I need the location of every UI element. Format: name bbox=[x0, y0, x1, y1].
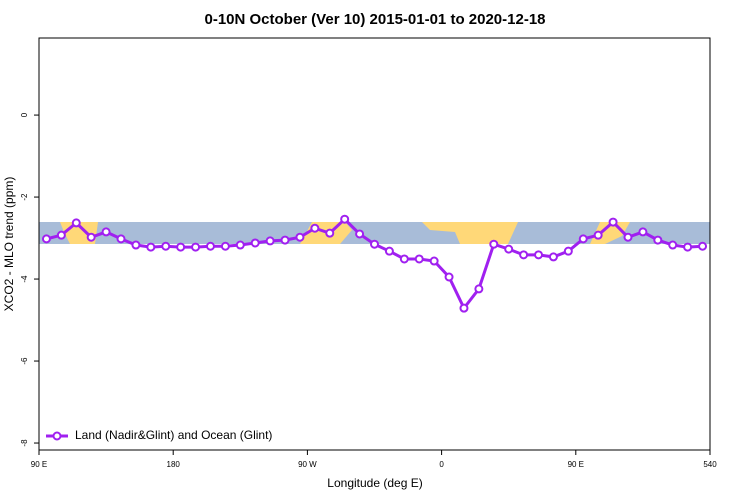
legend-marker bbox=[52, 431, 62, 441]
point bbox=[444, 272, 454, 282]
ocean bbox=[39, 222, 710, 244]
point bbox=[355, 229, 365, 239]
point bbox=[384, 246, 394, 256]
point bbox=[176, 242, 186, 252]
point bbox=[623, 232, 633, 242]
point bbox=[593, 230, 603, 240]
point bbox=[608, 217, 618, 227]
y-tick-label: -6 bbox=[20, 357, 29, 365]
x-tick-label: 90 E bbox=[568, 460, 584, 469]
point bbox=[116, 234, 126, 244]
x-tick-label: 90 W bbox=[298, 460, 317, 469]
point bbox=[683, 242, 693, 252]
point bbox=[131, 240, 141, 250]
point bbox=[71, 218, 81, 228]
point bbox=[41, 234, 51, 244]
point bbox=[235, 240, 245, 250]
x-axis-label: Longitude (deg E) bbox=[327, 476, 422, 490]
point bbox=[280, 235, 290, 245]
point bbox=[220, 241, 230, 251]
point bbox=[519, 250, 529, 260]
point bbox=[101, 227, 111, 237]
legend-label: Land (Nadir&Glint) and Ocean (Glint) bbox=[75, 428, 272, 442]
point bbox=[563, 246, 573, 256]
y-tick-label: 0 bbox=[20, 112, 29, 117]
point bbox=[698, 241, 708, 251]
point bbox=[414, 254, 424, 264]
point bbox=[340, 214, 350, 224]
point bbox=[205, 241, 215, 251]
point bbox=[668, 240, 678, 250]
point bbox=[86, 232, 96, 242]
point bbox=[56, 230, 66, 240]
map-strip bbox=[39, 222, 710, 244]
x-tick-label: 540 bbox=[703, 460, 717, 469]
point bbox=[489, 239, 499, 249]
point bbox=[504, 244, 514, 254]
x-tick-label: 0 bbox=[439, 460, 444, 469]
point bbox=[429, 256, 439, 266]
plot-frame bbox=[38, 37, 711, 451]
y-tick-label: -8 bbox=[20, 439, 29, 447]
point bbox=[161, 241, 171, 251]
x-tick-label: 90 E bbox=[31, 460, 47, 469]
point bbox=[295, 232, 305, 242]
land bbox=[422, 222, 518, 244]
point bbox=[459, 303, 469, 313]
point bbox=[250, 238, 260, 248]
point bbox=[310, 223, 320, 233]
point bbox=[653, 235, 663, 245]
point bbox=[578, 234, 588, 244]
y-tick-label: -2 bbox=[20, 193, 29, 201]
point bbox=[399, 254, 409, 264]
point bbox=[325, 228, 335, 238]
y-axis-label: XCO2 - MLO trend (ppm) bbox=[2, 177, 16, 312]
point bbox=[370, 239, 379, 249]
point bbox=[146, 242, 156, 252]
chart-title: 0-10N October (Ver 10) 2015-01-01 to 202… bbox=[204, 11, 545, 28]
point bbox=[265, 236, 275, 246]
point bbox=[534, 250, 544, 260]
y-tick-label: -4 bbox=[20, 275, 29, 283]
x-tick-label: 180 bbox=[167, 460, 181, 469]
point bbox=[474, 284, 484, 294]
point bbox=[191, 242, 201, 252]
point bbox=[548, 252, 558, 262]
point bbox=[638, 227, 648, 237]
